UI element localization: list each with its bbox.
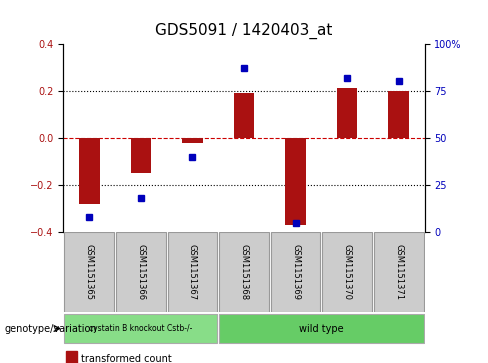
Bar [337,88,358,138]
Text: GSM1151366: GSM1151366 [136,244,145,300]
Bar [64,314,217,343]
Bar [64,232,114,312]
Text: wild type: wild type [299,323,344,334]
Text: GSM1151370: GSM1151370 [343,244,352,300]
Bar [271,232,320,312]
Text: transformed count: transformed count [81,354,171,363]
Text: GSM1151365: GSM1151365 [85,244,94,300]
Bar [182,138,203,143]
Bar [219,232,269,312]
Bar [130,138,151,173]
Bar [323,232,372,312]
Bar [374,232,424,312]
Bar [168,232,217,312]
Text: GSM1151367: GSM1151367 [188,244,197,300]
Bar [388,91,409,138]
Bar [116,232,165,312]
Bar [234,93,254,138]
Text: cystatin B knockout Cstb-/-: cystatin B knockout Cstb-/- [89,324,192,333]
Bar [285,138,306,225]
Text: GSM1151368: GSM1151368 [240,244,248,300]
Text: GSM1151369: GSM1151369 [291,244,300,300]
Text: GSM1151371: GSM1151371 [394,244,403,300]
Bar [219,314,424,343]
Text: genotype/variation: genotype/variation [5,323,98,334]
Title: GDS5091 / 1420403_at: GDS5091 / 1420403_at [155,23,333,40]
Bar [79,138,100,204]
